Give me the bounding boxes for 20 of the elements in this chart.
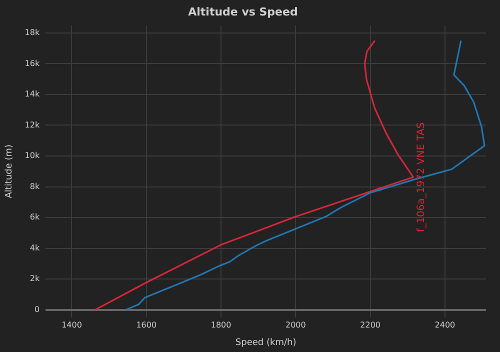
- y-tick-label: 12k: [24, 120, 40, 130]
- y-tick-label: 10k: [24, 151, 40, 160]
- y-tick-label: 16k: [24, 58, 40, 68]
- x-tick-label: 2000: [285, 320, 306, 330]
- y-tick-label: 2k: [30, 274, 40, 284]
- y-tick-label: 4k: [30, 243, 40, 252]
- x-tick-label: 2400: [434, 320, 456, 330]
- y-tick-label: 6k: [30, 212, 40, 222]
- x-axis-title: Speed (km/h): [235, 338, 296, 348]
- x-tick-label: 1800: [210, 320, 232, 330]
- y-tick-label: 0: [34, 304, 40, 314]
- y-tick-label: 14k: [24, 90, 40, 99]
- y-tick-label: 8k: [30, 182, 40, 191]
- y-axis-title: Altitude (m): [4, 144, 15, 198]
- x-tick-label: 1600: [136, 320, 157, 330]
- x-tick-label: 1400: [62, 320, 82, 330]
- chart-title: Altitude vs Speed: [188, 5, 298, 18]
- y-tick-label: 18k: [24, 28, 40, 37]
- x-tick-label: 2200: [360, 320, 380, 330]
- text: f_106a_1972 VNE TAS: [416, 122, 427, 232]
